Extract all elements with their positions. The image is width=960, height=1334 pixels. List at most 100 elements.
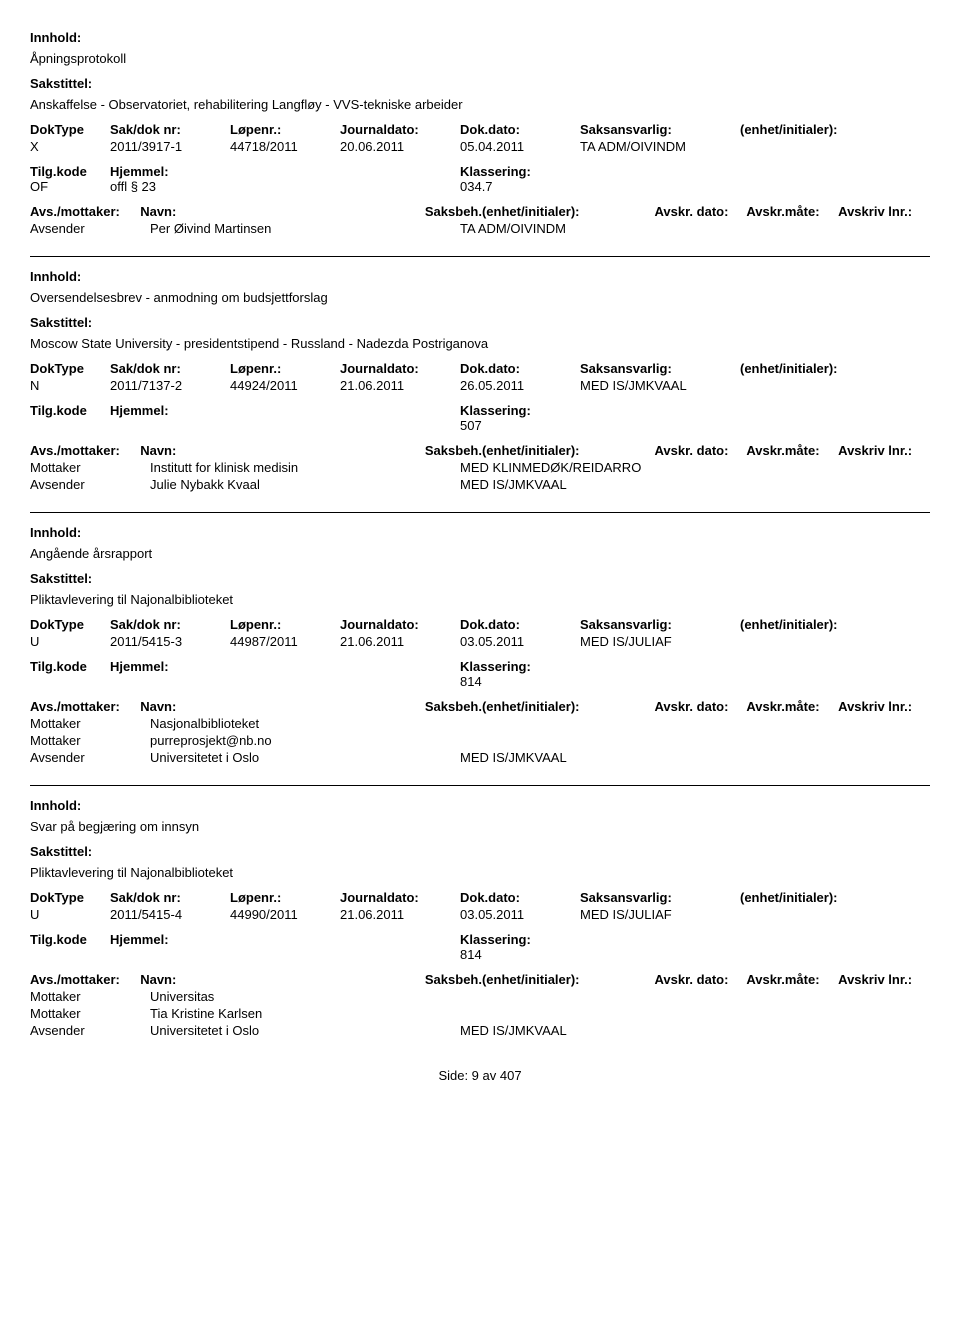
party-header: Avs./mottaker:Navn:Saksbeh.(enhet/initia…: [30, 699, 930, 714]
page-footer: Side: 9 av 407: [30, 1068, 930, 1083]
journaldato-value: 21.06.2011: [340, 907, 460, 922]
tilg-left: Tilg.kodeHjemmel:: [30, 659, 460, 674]
dokdato-header: Dok.dato:: [460, 122, 580, 137]
navn-label: Navn:: [140, 972, 425, 987]
party-header: Avs./mottaker:Navn:Saksbeh.(enhet/initia…: [30, 443, 930, 458]
innhold-label: Innhold:: [30, 269, 930, 284]
saknr-value: 2011/7137-2: [110, 378, 230, 393]
innhold-value: Angående årsrapport: [30, 546, 930, 561]
party-role: Mottaker: [30, 716, 150, 731]
tilg-value-row: OFoffl § 23034.7: [30, 179, 930, 194]
klassering-value: 814: [460, 947, 482, 962]
party-row: Mottakerpurreprosjekt@nb.no: [30, 733, 930, 748]
tilg-value-row: 814: [30, 674, 930, 689]
enhet-header: (enhet/initialer):: [740, 361, 890, 376]
doktype-value: U: [30, 907, 110, 922]
party-role: Mottaker: [30, 460, 150, 475]
hjemmel-label: Hjemmel:: [110, 932, 230, 947]
avsmottaker-label: Avs./mottaker:: [30, 443, 140, 458]
doktype-header: DokType: [30, 361, 110, 376]
innhold-label: Innhold:: [30, 30, 930, 45]
journaldato-value: 20.06.2011: [340, 139, 460, 154]
party-row: AvsenderUniversitetet i OsloMED IS/JMKVA…: [30, 1023, 930, 1038]
party-navn: Universitetet i Oslo: [150, 1023, 460, 1038]
saknr-header: Sak/dok nr:: [110, 122, 230, 137]
party-saksbeh: [460, 716, 710, 731]
sakstittel-value: Pliktavlevering til Najonalbiblioteket: [30, 865, 930, 880]
enhet-header: (enhet/initialer):: [740, 617, 890, 632]
enhet-header: (enhet/initialer):: [740, 890, 890, 905]
avskrmate-label: Avskr.måte:: [746, 443, 838, 458]
sakstittel-value: Anskaffelse - Observatoriet, rehabiliter…: [30, 97, 930, 112]
journaldato-value: 21.06.2011: [340, 634, 460, 649]
innhold-label: Innhold:: [30, 798, 930, 813]
saknr-header: Sak/dok nr:: [110, 890, 230, 905]
party-row: MottakerUniversitas: [30, 989, 930, 1004]
party-row: MottakerInstitutt for klinisk medisinMED…: [30, 460, 930, 475]
record: Innhold:Svar på begjæring om innsynSakst…: [30, 798, 930, 1038]
lopenr-value: 44718/2011: [230, 139, 340, 154]
tilg-header-row: Tilg.kodeHjemmel:Klassering:: [30, 932, 930, 947]
klassering-label: Klassering:: [460, 164, 531, 179]
doktype-header: DokType: [30, 122, 110, 137]
party-saksbeh: TA ADM/OIVINDM: [460, 221, 710, 236]
party-header: Avs./mottaker:Navn:Saksbeh.(enhet/initia…: [30, 204, 930, 219]
tilg-left: Tilg.kodeHjemmel:: [30, 164, 460, 179]
sakstittel-label: Sakstittel:: [30, 571, 930, 586]
party-role: Mottaker: [30, 1006, 150, 1021]
sakstittel-label: Sakstittel:: [30, 315, 930, 330]
tilg-header-row: Tilg.kodeHjemmel:Klassering:: [30, 403, 930, 418]
avskrdato-label: Avskr. dato:: [654, 699, 746, 714]
avskrmate-label: Avskr.måte:: [746, 699, 838, 714]
party-header: Avs./mottaker:Navn:Saksbeh.(enhet/initia…: [30, 972, 930, 987]
tilgkode-label: Tilg.kode: [30, 403, 110, 418]
dokdato-value: 03.05.2011: [460, 907, 580, 922]
party-navn: purreprosjekt@nb.no: [150, 733, 460, 748]
tilgkode-value: [30, 947, 110, 962]
saknr-header: Sak/dok nr:: [110, 361, 230, 376]
saknr-header: Sak/dok nr:: [110, 617, 230, 632]
party-navn: Universitetet i Oslo: [150, 750, 460, 765]
tilgkode-value: [30, 418, 110, 433]
klassering-label: Klassering:: [460, 659, 531, 674]
saknr-value: 2011/5415-3: [110, 634, 230, 649]
saksansvarlig-value: TA ADM/OIVINDM: [580, 139, 740, 154]
saknr-value: 2011/3917-1: [110, 139, 230, 154]
party-navn: Per Øivind Martinsen: [150, 221, 460, 236]
saksbeh-label: Saksbeh.(enhet/initialer):: [425, 443, 655, 458]
party-row: AvsenderPer Øivind MartinsenTA ADM/OIVIN…: [30, 221, 930, 236]
record: Innhold:Angående årsrapportSakstittel:Pl…: [30, 525, 930, 765]
columns-data: N2011/7137-244924/201121.06.201126.05.20…: [30, 378, 930, 393]
avskrivlnr-label: Avskriv lnr.:: [838, 972, 930, 987]
avskrivlnr-label: Avskriv lnr.:: [838, 699, 930, 714]
columns-header: DokTypeSak/dok nr:Løpenr.:Journaldato:Do…: [30, 890, 930, 905]
enhet-value: [740, 907, 890, 922]
record: Innhold:Oversendelsesbrev - anmodning om…: [30, 269, 930, 492]
klassering-label: Klassering:: [460, 932, 531, 947]
tilg-value-row: 507: [30, 418, 930, 433]
avskrivlnr-label: Avskriv lnr.:: [838, 443, 930, 458]
saknr-value: 2011/5415-4: [110, 907, 230, 922]
avskrdato-label: Avskr. dato:: [654, 204, 746, 219]
saksbeh-label: Saksbeh.(enhet/initialer):: [425, 204, 655, 219]
lopenr-value: 44990/2011: [230, 907, 340, 922]
record: Innhold:ÅpningsprotokollSakstittel:Anska…: [30, 30, 930, 236]
journaldato-header: Journaldato:: [340, 361, 460, 376]
dokdato-header: Dok.dato:: [460, 361, 580, 376]
journaldato-header: Journaldato:: [340, 890, 460, 905]
enhet-value: [740, 139, 890, 154]
sakstittel-value: Moscow State University - presidentstipe…: [30, 336, 930, 351]
enhet-value: [740, 634, 890, 649]
lopenr-header: Løpenr.:: [230, 122, 340, 137]
avskrivlnr-label: Avskriv lnr.:: [838, 204, 930, 219]
lopenr-value: 44924/2011: [230, 378, 340, 393]
party-role: Avsender: [30, 750, 150, 765]
lopenr-header: Løpenr.:: [230, 890, 340, 905]
doktype-header: DokType: [30, 890, 110, 905]
columns-header: DokTypeSak/dok nr:Løpenr.:Journaldato:Do…: [30, 122, 930, 137]
record-divider: [30, 785, 930, 786]
party-saksbeh: MED IS/JMKVAAL: [460, 750, 710, 765]
enhet-value: [740, 378, 890, 393]
party-saksbeh: [460, 989, 710, 1004]
avsmottaker-label: Avs./mottaker:: [30, 972, 140, 987]
